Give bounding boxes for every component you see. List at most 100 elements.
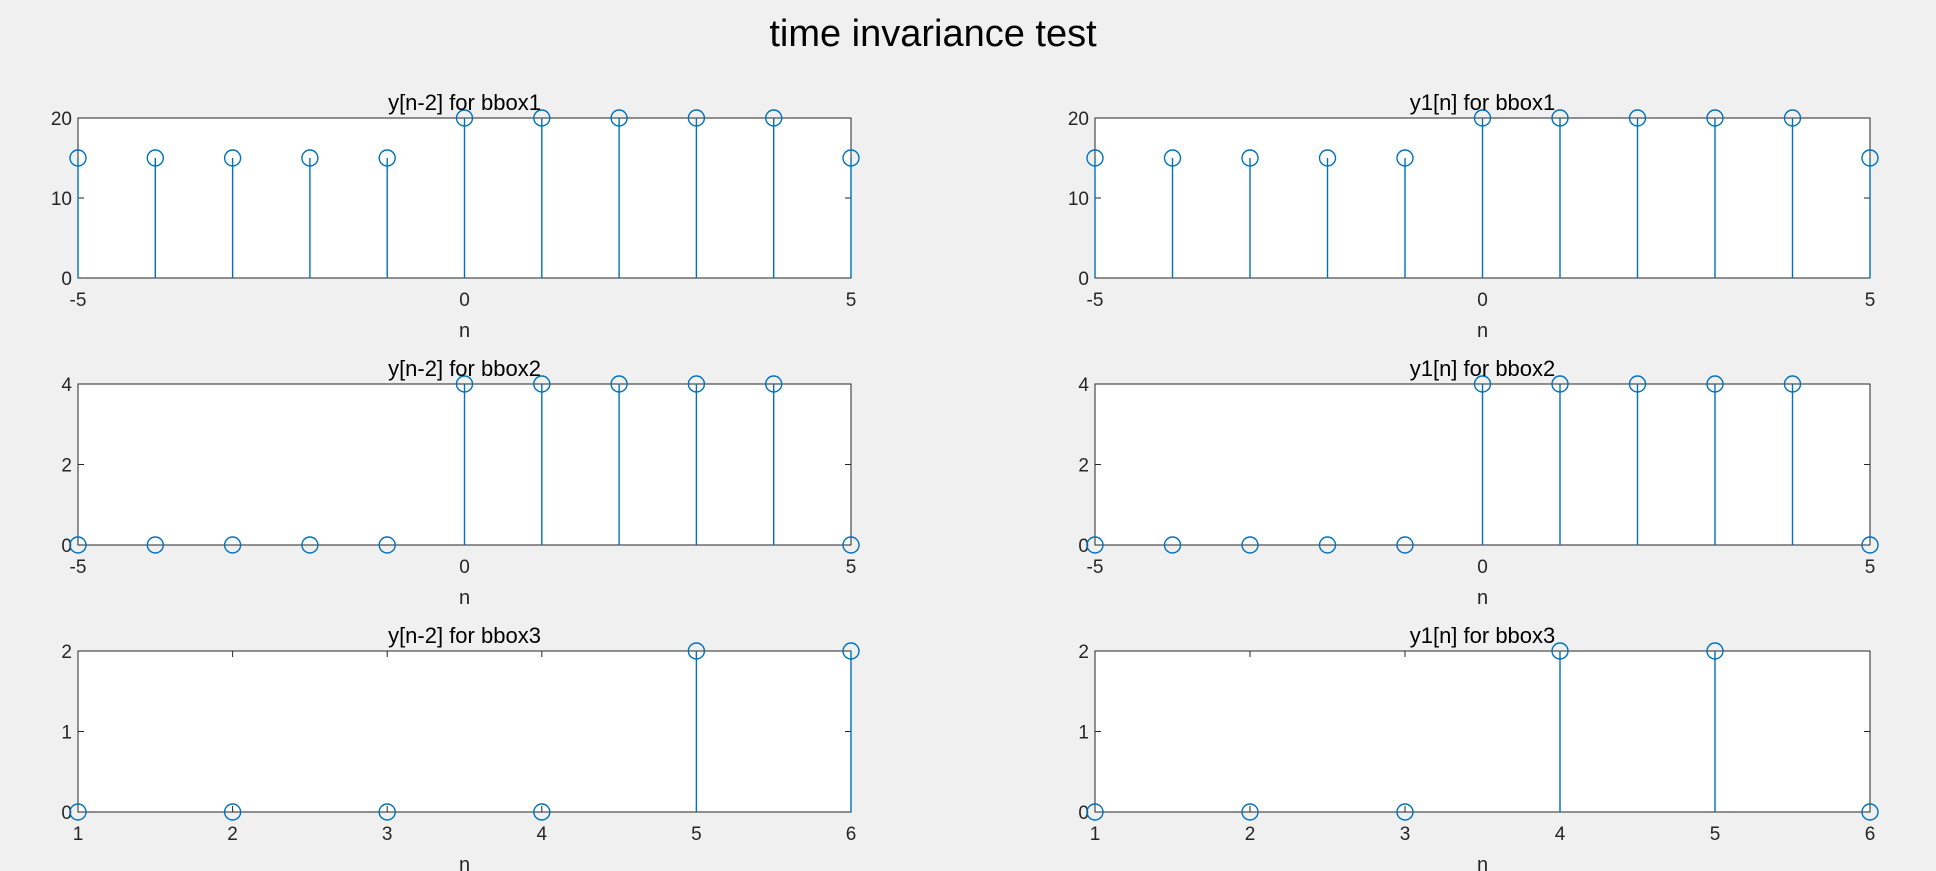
- x-tick-label: -5: [70, 290, 87, 311]
- stem-marker: [378, 149, 396, 167]
- y-tick-label: 2: [1078, 642, 1089, 663]
- x-tick-label: 3: [382, 824, 393, 845]
- stem-marker: [301, 536, 319, 554]
- subplot-title: y1[n] for bbox1: [1410, 90, 1556, 115]
- stem-marker: [1706, 375, 1724, 393]
- y-tick-label: 0: [61, 269, 72, 290]
- y-tick-label: 10: [51, 189, 72, 210]
- x-tick-label: 1: [73, 824, 84, 845]
- y-tick-label: 4: [61, 375, 72, 396]
- y-tick-label: 4: [1078, 375, 1089, 396]
- stem-marker: [378, 803, 396, 821]
- stem-marker: [687, 642, 706, 660]
- stem-marker: [223, 149, 242, 167]
- x-tick-label: 6: [1865, 824, 1876, 845]
- stem-marker: [1473, 109, 1492, 127]
- stem-marker: [1861, 536, 1879, 554]
- x-tick-label: 2: [227, 824, 238, 845]
- subplot-title: y[n-2] for bbox1: [388, 90, 541, 115]
- stem-marker: [69, 803, 87, 821]
- subplot-title: y[n-2] for bbox2: [388, 356, 541, 381]
- x-axis-label: n: [459, 320, 470, 342]
- y-tick-label: 20: [51, 109, 72, 130]
- y-tick-label: 10: [1068, 189, 1089, 210]
- axes-box: [77, 650, 852, 813]
- y-tick-label: 2: [61, 642, 72, 663]
- x-tick-label: 5: [691, 824, 702, 845]
- x-tick-label: -5: [70, 557, 87, 578]
- y-tick-label: 0: [61, 536, 72, 557]
- x-tick-label: 6: [846, 824, 857, 845]
- y-tick-label: 0: [61, 803, 72, 824]
- x-tick-label: -5: [1087, 290, 1104, 311]
- stem-marker: [455, 375, 474, 393]
- stem-marker: [1086, 803, 1104, 821]
- y-tick-label: 1: [1078, 723, 1089, 744]
- x-tick-label: 5: [846, 290, 857, 311]
- stem-marker: [455, 109, 474, 127]
- stem-marker: [610, 375, 628, 393]
- stem-marker: [1628, 109, 1647, 127]
- y-tick-label: 0: [1078, 269, 1089, 290]
- stem-marker: [69, 536, 87, 554]
- x-axis-label: n: [1477, 320, 1488, 342]
- x-tick-label: 1: [1090, 824, 1101, 845]
- stem-marker: [1551, 642, 1569, 660]
- x-tick-label: 3: [1400, 824, 1411, 845]
- stem-marker: [1163, 536, 1182, 554]
- x-tick-label: -5: [1087, 557, 1104, 578]
- stem-marker: [1861, 803, 1879, 821]
- stem-marker: [842, 149, 860, 167]
- x-tick-label: 0: [1477, 290, 1488, 311]
- stem-marker: [69, 149, 87, 167]
- stem-marker: [765, 375, 783, 393]
- stem-marker: [301, 149, 319, 167]
- y-tick-label: 2: [61, 456, 72, 477]
- stem-marker: [1861, 149, 1879, 167]
- stem-marker: [1551, 375, 1569, 393]
- stem-marker: [533, 109, 551, 127]
- stem-marker: [1551, 109, 1569, 127]
- stem-marker: [223, 803, 242, 821]
- stem-marker: [610, 109, 628, 127]
- stem-marker: [842, 536, 860, 554]
- stem-marker: [1706, 109, 1724, 127]
- x-tick-label: 5: [1865, 290, 1876, 311]
- x-axis-label: n: [1477, 587, 1488, 609]
- y-tick-label: 0: [1078, 803, 1089, 824]
- figure-title: time invariance test: [769, 13, 1097, 55]
- stem-marker: [533, 803, 551, 821]
- x-tick-label: 4: [1555, 824, 1566, 845]
- stem-marker: [1783, 109, 1802, 127]
- subplot-title: y1[n] for bbox3: [1410, 623, 1556, 648]
- x-axis-label: n: [1477, 854, 1488, 871]
- y-tick-label: 1: [61, 723, 72, 744]
- x-tick-label: 0: [459, 290, 470, 311]
- x-tick-label: 2: [1245, 824, 1256, 845]
- stem-marker: [1086, 536, 1104, 554]
- stem-marker: [1241, 149, 1259, 167]
- subplot-title: y[n-2] for bbox3: [388, 623, 541, 648]
- stem-marker: [1783, 375, 1802, 393]
- stem-marker: [223, 536, 242, 554]
- stem-marker: [765, 109, 783, 127]
- x-tick-label: 5: [846, 557, 857, 578]
- stem-marker: [1241, 803, 1259, 821]
- stem-marker: [1628, 375, 1647, 393]
- stem-marker: [1473, 375, 1492, 393]
- stem-marker: [378, 536, 396, 554]
- stem-marker: [533, 375, 551, 393]
- stem-marker: [146, 536, 165, 554]
- stem-marker: [1318, 149, 1337, 167]
- stem-marker: [1396, 803, 1414, 821]
- stem-marker: [1086, 149, 1104, 167]
- stem-marker: [1396, 149, 1414, 167]
- stem-marker: [1241, 536, 1259, 554]
- x-tick-label: 5: [1865, 557, 1876, 578]
